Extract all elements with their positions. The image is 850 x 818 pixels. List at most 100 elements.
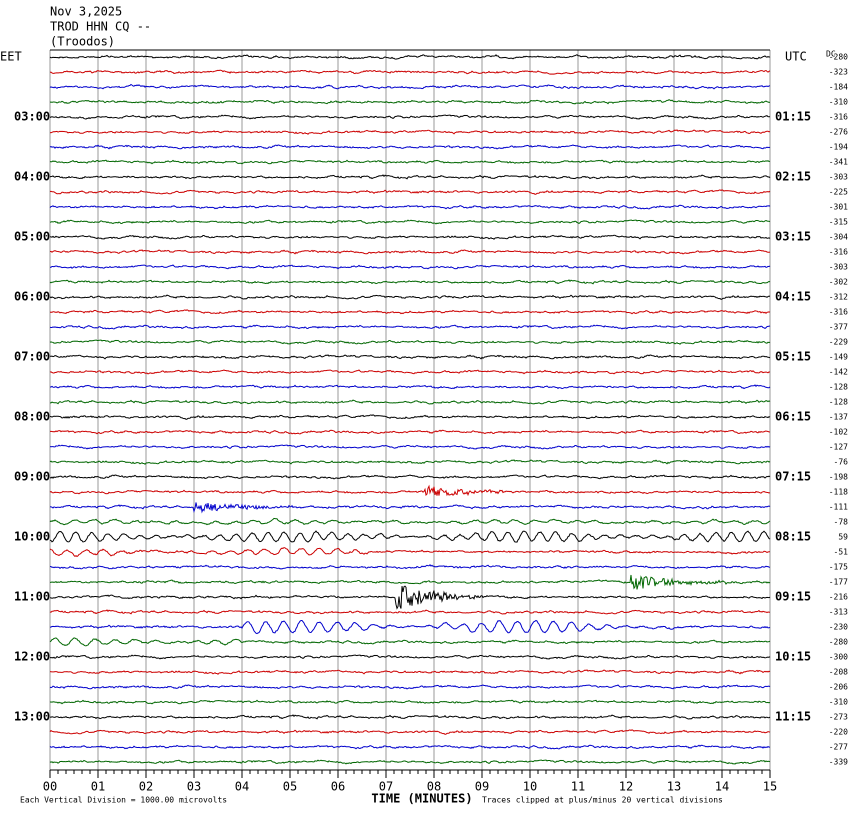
- dc-offset: -310: [829, 98, 848, 107]
- left-time-label: 11:00: [14, 590, 50, 604]
- right-time-label: 08:15: [775, 530, 811, 544]
- x-tick-label: 15: [763, 780, 777, 794]
- dc-offset: -310: [829, 698, 848, 707]
- left-time-label: 12:00: [14, 650, 50, 664]
- trace: [49, 759, 771, 765]
- trace: [49, 669, 771, 675]
- trace: [49, 699, 771, 705]
- dc-offset: -194: [829, 143, 848, 152]
- trace: [49, 744, 770, 750]
- left-time-label: 08:00: [14, 410, 50, 424]
- dc-offset: -177: [829, 578, 848, 587]
- dc-offset: -229: [829, 338, 848, 347]
- trace: [49, 69, 771, 75]
- x-axis-label: TIME (MINUTES): [371, 792, 472, 806]
- x-tick-label: 05: [283, 780, 297, 794]
- trace: [49, 174, 771, 180]
- dc-offset: -323: [829, 68, 848, 77]
- dc-offset: -315: [829, 218, 848, 227]
- right-time-label: 06:15: [775, 410, 811, 424]
- dc-offset: -313: [829, 608, 848, 617]
- dc-offset: -301: [829, 203, 848, 212]
- clip-note: Traces clipped at plus/minus 20 vertical…: [482, 796, 723, 805]
- trace: [49, 459, 771, 465]
- trace: [49, 294, 771, 300]
- trace: [49, 324, 771, 330]
- right-time-label: 11:15: [775, 710, 811, 724]
- trace: [49, 517, 771, 526]
- dc-offset: -302: [829, 278, 848, 287]
- dc-offset: -137: [829, 413, 848, 422]
- dc-offset: -300: [829, 653, 848, 662]
- dc-offset: -208: [829, 668, 848, 677]
- trace: [49, 574, 771, 590]
- dc-offset: -303: [829, 263, 848, 272]
- right-time-label: 10:15: [775, 650, 811, 664]
- dc-offset: -280: [829, 638, 848, 647]
- left-time-label: 05:00: [14, 230, 50, 244]
- right-zone: UTC: [785, 50, 807, 64]
- x-tick-label: 04: [235, 780, 249, 794]
- trace: [49, 619, 771, 635]
- dc-offset: -111: [829, 503, 848, 512]
- x-tick-label: 06: [331, 780, 345, 794]
- trace: [50, 264, 771, 270]
- dc-offset: -304: [829, 233, 848, 242]
- trace: [49, 83, 771, 90]
- trace: [49, 144, 771, 150]
- dc-offset: -377: [829, 323, 848, 332]
- right-time-label: 02:15: [775, 170, 811, 184]
- dc-offset: -312: [829, 293, 848, 302]
- trace: [49, 159, 771, 165]
- trace: [49, 609, 771, 615]
- dc-offset: -280: [829, 53, 848, 62]
- trace: [50, 399, 771, 405]
- dc-offset: -76: [834, 458, 849, 467]
- trace: [49, 54, 771, 60]
- dc-offset: -198: [829, 473, 848, 482]
- dc-offset: -118: [829, 488, 848, 497]
- dc-offset: -128: [829, 398, 848, 407]
- scale-note: Each Vertical Division = 1000.00 microvo…: [20, 796, 227, 805]
- left-zone: EET: [0, 50, 22, 64]
- trace: [49, 279, 771, 285]
- x-tick-label: 07: [379, 780, 393, 794]
- trace: [50, 354, 771, 360]
- trace: [49, 484, 771, 497]
- right-time-label: 01:15: [775, 110, 811, 124]
- x-tick-label: 10: [523, 780, 537, 794]
- x-tick-label: 09: [475, 780, 489, 794]
- trace: [49, 585, 771, 610]
- right-time-label: 04:15: [775, 290, 811, 304]
- dc-offset: -142: [829, 368, 848, 377]
- dc-offset: -51: [834, 548, 849, 557]
- dc-offset: -341: [829, 158, 848, 167]
- dc-offset: -220: [829, 728, 848, 737]
- dc-header: DC: [826, 50, 836, 59]
- trace: [49, 684, 771, 690]
- dc-offset: -225: [829, 188, 848, 197]
- left-time-label: 09:00: [14, 470, 50, 484]
- dc-offset: -175: [829, 563, 848, 572]
- x-tick-label: 12: [619, 780, 633, 794]
- trace: [49, 249, 771, 255]
- x-tick-label: 11: [571, 780, 585, 794]
- trace: [49, 474, 771, 480]
- trace: [49, 714, 771, 720]
- x-tick-label: 03: [187, 780, 201, 794]
- trace: [49, 637, 771, 647]
- trace: [49, 444, 771, 450]
- trace: [49, 729, 771, 735]
- title-station: TROD HHN CQ --: [50, 20, 151, 34]
- trace: [49, 189, 771, 195]
- left-time-label: 03:00: [14, 110, 50, 124]
- title-date: Nov 3,2025: [50, 5, 122, 19]
- right-time-label: 05:15: [775, 350, 811, 364]
- x-tick-label: 08: [427, 780, 441, 794]
- dc-offset: -276: [829, 128, 848, 137]
- dc-offset: -316: [829, 113, 848, 122]
- right-time-label: 07:15: [775, 470, 811, 484]
- title-location: (Troodos): [50, 35, 115, 49]
- trace: [49, 654, 771, 660]
